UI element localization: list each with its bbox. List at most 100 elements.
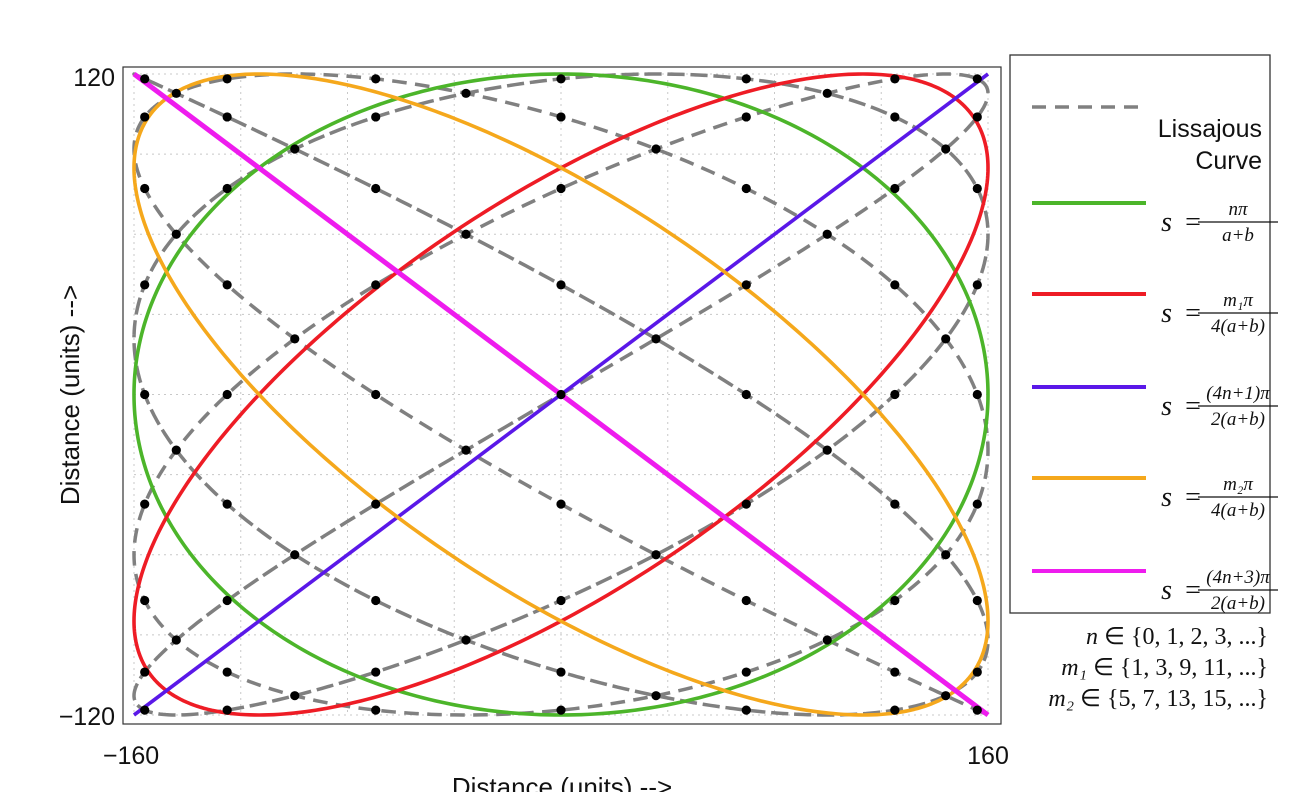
- intersection-point: [741, 389, 751, 400]
- intersection-point: [890, 183, 900, 194]
- intersection-point: [556, 74, 566, 84]
- series-line-4: [132, 72, 990, 717]
- intersection-points: [140, 74, 982, 715]
- y-axis-label: Distance (units) -->: [55, 285, 85, 505]
- intersection-point: [140, 74, 150, 84]
- intersection-point: [890, 74, 900, 84]
- intersection-point: [222, 112, 232, 122]
- intersection-point: [972, 183, 982, 194]
- intersection-point: [222, 183, 232, 194]
- intersection-point: [651, 550, 661, 560]
- legend-box: [1009, 54, 1271, 614]
- legend-formula-denominator: 4(a+b): [1211, 316, 1265, 337]
- intersection-point: [822, 229, 832, 239]
- intersection-point: [222, 280, 232, 290]
- legend-label-lissajous-1: Lissajous: [1158, 115, 1262, 143]
- intersection-point: [941, 144, 951, 154]
- intersection-point: [941, 691, 951, 701]
- intersection-point: [171, 445, 181, 455]
- legend-formula-denominator: 4(a+b): [1211, 500, 1265, 521]
- intersection-point: [461, 445, 471, 455]
- legend-formula-lhs: s: [1161, 575, 1172, 606]
- intersection-point: [651, 691, 661, 701]
- legend-formula-numerator: m₂π: [1223, 474, 1253, 495]
- intersection-point: [461, 88, 471, 98]
- intersection-point: [972, 389, 982, 400]
- intersection-point: [461, 635, 471, 645]
- legend-formula-numerator: m₁π: [1223, 290, 1253, 311]
- series-line-1: [132, 72, 990, 717]
- intersection-point: [171, 229, 181, 239]
- intersection-point: [822, 445, 832, 455]
- intersection-point: [222, 499, 232, 509]
- intersection-point: [171, 88, 181, 98]
- legend-formula-lhs: s: [1161, 298, 1172, 329]
- legend-formula-lhs: s: [1161, 207, 1172, 238]
- intersection-point: [140, 705, 150, 715]
- x-tick-label-left: −160: [103, 742, 159, 770]
- y-tick-label-bottom: −120: [59, 703, 115, 731]
- intersection-point: [651, 334, 661, 344]
- intersection-point: [941, 550, 951, 560]
- intersection-point: [290, 144, 300, 154]
- intersection-point: [140, 595, 150, 606]
- legend-formula-denominator: 2(a+b): [1211, 409, 1265, 430]
- intersection-point: [822, 88, 832, 98]
- intersection-point: [371, 705, 381, 715]
- intersection-point: [290, 334, 300, 344]
- intersection-point: [890, 667, 900, 677]
- intersection-point: [972, 595, 982, 606]
- intersection-point: [371, 389, 381, 400]
- intersection-point: [972, 705, 982, 715]
- intersection-point: [371, 595, 381, 606]
- intersection-point: [741, 595, 751, 606]
- intersection-point: [556, 705, 566, 715]
- intersection-point: [556, 280, 566, 290]
- legend-formula-equals: =: [1185, 298, 1201, 329]
- intersection-point: [741, 705, 751, 715]
- intersection-point: [556, 112, 566, 122]
- intersection-point: [461, 229, 471, 239]
- intersection-point: [140, 183, 150, 194]
- intersection-point: [140, 389, 150, 400]
- intersection-point: [371, 499, 381, 509]
- legend-formula-equals: =: [1185, 575, 1201, 606]
- intersection-point: [741, 74, 751, 84]
- intersection-point: [371, 280, 381, 290]
- set-definition: m₁ ∈ {1, 3, 9, 11, ...}: [1061, 655, 1268, 681]
- intersection-point: [972, 74, 982, 84]
- intersection-point: [371, 667, 381, 677]
- legend-formula-numerator: nπ: [1228, 199, 1248, 220]
- y-tick-label-top: 120: [73, 64, 115, 92]
- intersection-point: [556, 389, 566, 400]
- intersection-point: [556, 183, 566, 194]
- plot-frame: [122, 66, 1002, 725]
- intersection-point: [741, 667, 751, 677]
- intersection-point: [890, 112, 900, 122]
- intersection-point: [890, 595, 900, 606]
- legend-formula-denominator: a+b: [1222, 225, 1254, 246]
- intersection-point: [290, 691, 300, 701]
- intersection-point: [222, 389, 232, 400]
- intersection-point: [371, 74, 381, 84]
- intersection-point: [890, 705, 900, 715]
- set-definition: m₂ ∈ {5, 7, 13, 15, ...}: [1048, 686, 1268, 712]
- legend-formula-equals: =: [1185, 207, 1201, 238]
- intersection-point: [140, 667, 150, 677]
- legend-formula-denominator: 2(a+b): [1211, 593, 1265, 614]
- intersection-point: [651, 144, 661, 154]
- intersection-point: [140, 499, 150, 509]
- intersection-point: [556, 499, 566, 509]
- intersection-point: [890, 499, 900, 509]
- intersection-point: [140, 280, 150, 290]
- intersection-point: [171, 635, 181, 645]
- intersection-point: [371, 183, 381, 194]
- intersection-point: [222, 667, 232, 677]
- intersection-point: [822, 635, 832, 645]
- intersection-point: [290, 550, 300, 560]
- legend-formula-lhs: s: [1161, 391, 1172, 422]
- intersection-point: [741, 112, 751, 122]
- legend-formula-numerator: (4n+3)π: [1206, 567, 1270, 588]
